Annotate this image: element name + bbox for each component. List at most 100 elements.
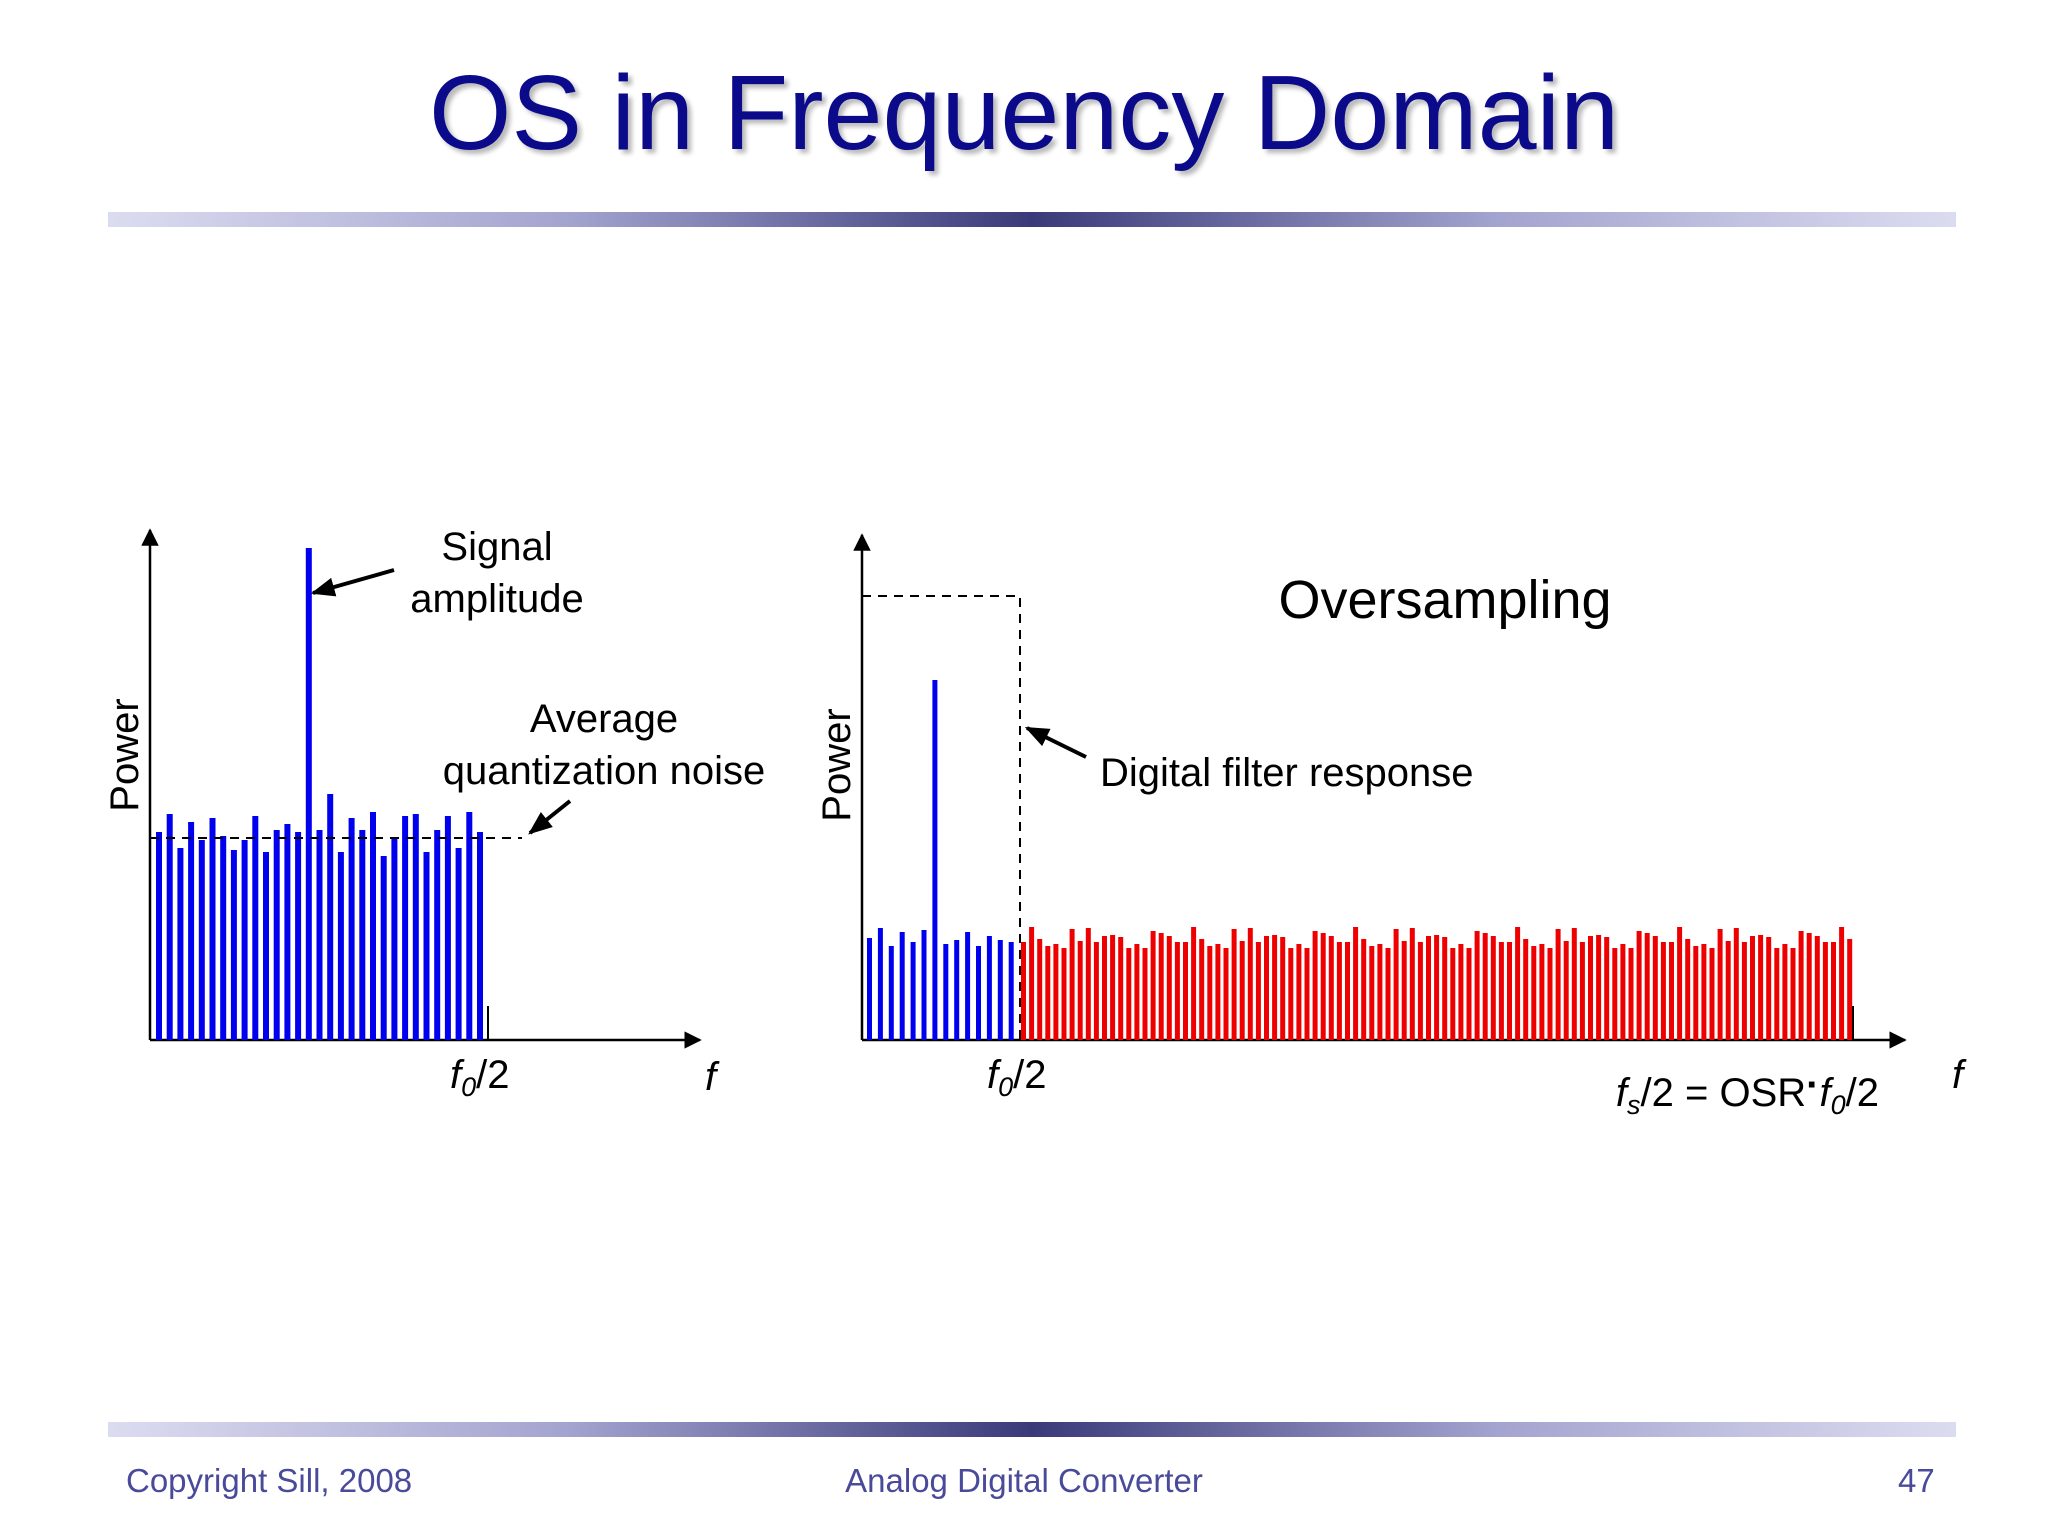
inband-noise-bar: [976, 946, 981, 1040]
outband-noise-bar: [1401, 941, 1407, 1040]
outband-noise-bar: [1450, 948, 1456, 1040]
outband-noise-bar: [1215, 944, 1221, 1040]
inband-noise-bar: [943, 944, 949, 1040]
outband-noise-bar: [1685, 939, 1691, 1040]
noise-annotation-arrow: [528, 799, 572, 835]
outband-noise-bar: [1102, 936, 1107, 1040]
left-x-axis-label: f: [705, 1055, 720, 1099]
inband-noise-bar: [965, 932, 971, 1040]
outband-noise-bar: [1563, 941, 1569, 1040]
outband-noise-bar: [1264, 936, 1269, 1040]
outband-noise-bar: [1539, 944, 1545, 1040]
outband-noise-bar: [1377, 944, 1383, 1040]
noise-bar: [455, 848, 462, 1040]
noise-bar: [209, 818, 216, 1040]
outband-noise-bar: [1766, 937, 1772, 1040]
left-spectrum-bars: [156, 548, 483, 1040]
outband-noise-bar: [1150, 931, 1156, 1040]
outband-noise-bar: [1223, 948, 1229, 1040]
outband-noise-bar: [1774, 948, 1780, 1040]
outband-noise-bar: [1709, 948, 1715, 1040]
outband-noise-bar: [1482, 933, 1488, 1040]
outband-noise-bar: [1498, 942, 1504, 1040]
noise-bar: [273, 830, 280, 1040]
noise-bar: [263, 852, 269, 1040]
outband-noise-bar: [1239, 941, 1245, 1040]
outband-noise-bar: [1166, 936, 1172, 1040]
outband-noise-bar: [1296, 944, 1302, 1040]
inband-noise-bar: [997, 940, 1003, 1040]
outband-noise-bar: [1733, 928, 1739, 1040]
outband-noise-bar: [1604, 937, 1610, 1040]
outband-noise-bar: [1636, 931, 1642, 1040]
outband-noise-bar: [1474, 931, 1480, 1040]
inband-noise-bar: [921, 930, 927, 1040]
noise-bar: [380, 856, 387, 1040]
footer-copyright: Copyright Sill, 2008: [126, 1462, 413, 1499]
outband-noise-bar: [1507, 942, 1512, 1040]
outband-noise-bar: [1118, 937, 1124, 1040]
inband-noise-bar: [867, 938, 872, 1040]
digital-filter-response-box: [862, 595, 1021, 1040]
outband-noise-bar: [1701, 944, 1707, 1040]
right-fs-label: fs/2 = OSR·f0/2: [1616, 1063, 1879, 1120]
outband-noise-bar: [1199, 939, 1205, 1040]
outband-noise-bar: [1652, 936, 1658, 1040]
outband-noise-bar: [1369, 946, 1375, 1040]
signal-annotation-arrow: [310, 568, 395, 597]
outband-noise-bar: [1207, 946, 1213, 1040]
outband-noise-bar: [1069, 929, 1075, 1040]
outband-noise-bar: [1628, 948, 1634, 1040]
signal-spike-bar: [305, 548, 312, 1040]
outband-noise-bar: [1822, 942, 1828, 1040]
outband-noise-bar: [1725, 941, 1731, 1040]
left-plot: Power f f0/2 Signal amplitude Average qu…: [103, 525, 765, 1102]
outband-noise-bar: [1547, 948, 1553, 1040]
outband-noise-bar: [1782, 944, 1788, 1040]
outband-noise-bar: [1280, 937, 1286, 1040]
outband-noise-bar: [1814, 936, 1820, 1040]
noise-bar: [284, 824, 291, 1040]
noise-bar: [444, 816, 451, 1040]
outband-noise-bar: [1328, 936, 1334, 1040]
outband-noise-bar: [1320, 933, 1326, 1040]
outband-noise-bar: [1231, 929, 1237, 1040]
outband-noise-bar: [1660, 942, 1666, 1040]
outband-noise-bar: [1304, 948, 1310, 1040]
outband-noise-bar: [1831, 942, 1836, 1040]
outband-noise-bar: [1053, 944, 1059, 1040]
outband-noise-bar: [1021, 942, 1026, 1040]
noise-bar: [166, 814, 173, 1040]
outband-noise-bar: [1255, 942, 1261, 1040]
outband-noise-bar: [1847, 939, 1853, 1040]
noise-bar: [348, 818, 355, 1040]
noise-bar: [423, 852, 430, 1040]
outband-noise-bar: [1045, 946, 1051, 1040]
outband-noise-bar: [1272, 935, 1278, 1040]
outband-noise-bar: [1126, 948, 1132, 1040]
outband-noise-bar: [1037, 939, 1043, 1040]
footer-course-title: Analog Digital Converter: [845, 1462, 1203, 1499]
outband-noise-bar: [1158, 933, 1164, 1040]
outband-noise-bar: [1839, 927, 1845, 1040]
outband-noise-bar: [1142, 948, 1148, 1040]
right-plot: Power f Oversampling Digital filter resp…: [815, 533, 1967, 1120]
noise-bar: [370, 812, 376, 1040]
noise-bar: [337, 852, 344, 1040]
outband-noise-bar: [1134, 944, 1140, 1040]
outband-noise-bar: [1093, 942, 1099, 1040]
outband-noise-bar: [1247, 928, 1253, 1040]
outband-noise-bar: [1312, 931, 1318, 1040]
oversampling-heading: Oversampling: [1278, 570, 1611, 630]
noise-bar: [177, 848, 184, 1040]
outband-noise-bar: [1806, 933, 1812, 1040]
inband-noise-bar: [986, 936, 992, 1040]
outband-noise-bar: [1085, 928, 1091, 1040]
noise-bar: [241, 840, 248, 1040]
right-f0-label: f0/2: [987, 1053, 1047, 1102]
inband-noise-bar: [877, 928, 883, 1040]
filter-annotation: Digital filter response: [1100, 751, 1474, 795]
signal-annotation-line2: amplitude: [410, 577, 583, 621]
outband-noise-bar: [1523, 939, 1529, 1040]
outband-noise-bar: [1717, 929, 1723, 1040]
